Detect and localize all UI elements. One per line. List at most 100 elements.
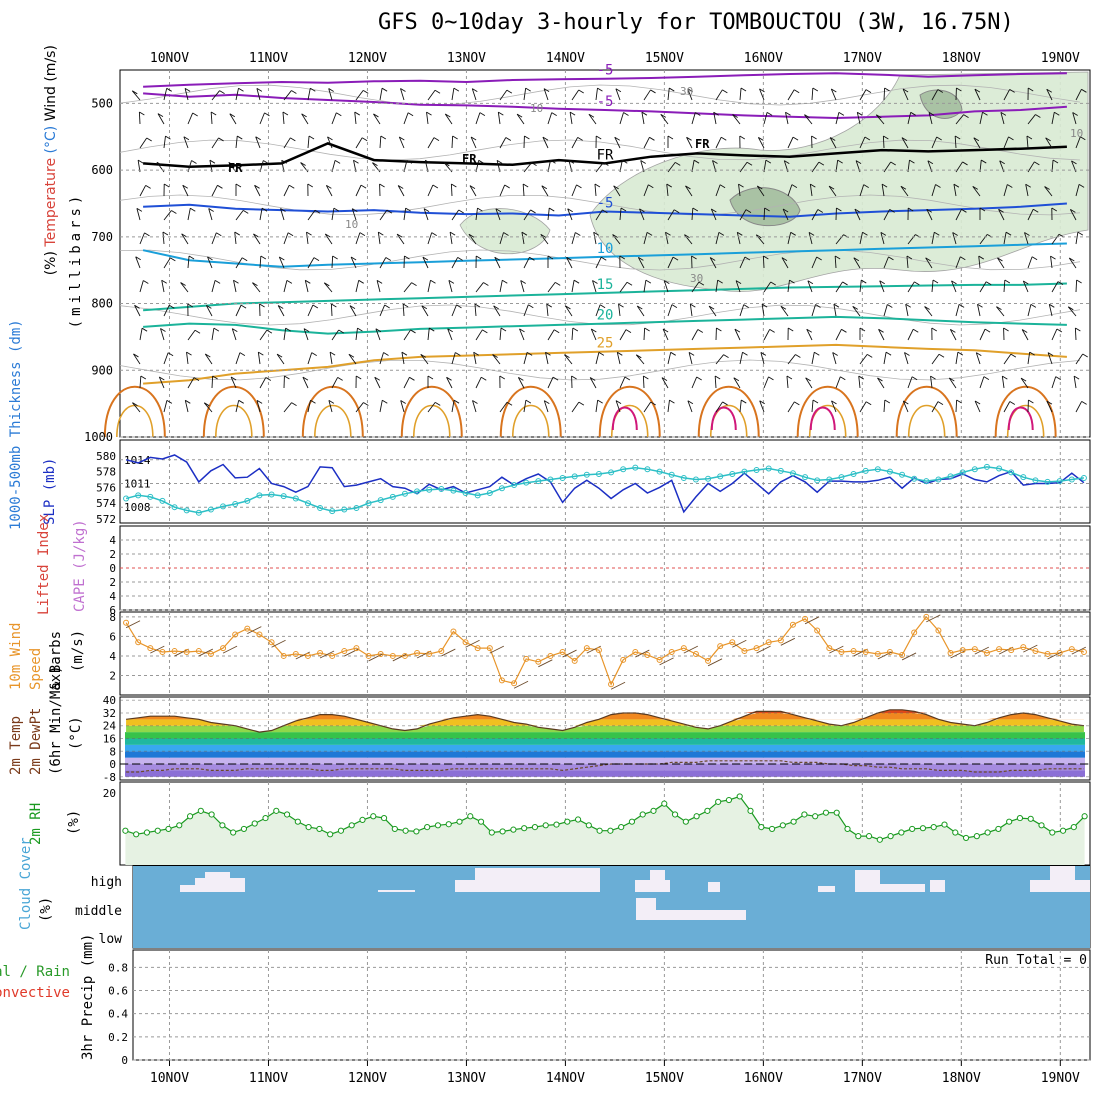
wind-barb xyxy=(595,257,602,269)
wind-barb-flag xyxy=(156,161,163,166)
wind-barb xyxy=(667,400,670,413)
wind-barb-flag xyxy=(855,160,862,165)
wind-barb-flag xyxy=(615,400,622,405)
wind10-point xyxy=(620,656,627,663)
wind10-point xyxy=(729,639,736,646)
wind-barb-flag xyxy=(932,279,939,284)
wind-barb-flag xyxy=(983,376,990,381)
wind-barb-flag xyxy=(357,327,363,332)
wind-barb xyxy=(757,137,765,149)
wind-barb-flag xyxy=(240,304,247,309)
wind-barb xyxy=(131,90,141,101)
cloud-high-block xyxy=(1050,866,1075,892)
wind-barb-flag xyxy=(684,234,690,239)
wind-barb xyxy=(955,304,960,317)
wind-barb xyxy=(1003,279,1006,293)
wind-barb-flag xyxy=(907,207,914,212)
wind-barb xyxy=(566,257,573,269)
wind-barb xyxy=(187,208,191,221)
rh2m-point xyxy=(531,824,539,831)
wind-barb-flag xyxy=(311,352,317,356)
wind-barb-flag xyxy=(578,89,584,94)
wind-barb-flag xyxy=(137,159,144,164)
wind-barb xyxy=(379,257,387,269)
wind-barb-flag xyxy=(911,376,918,381)
wind10-barb xyxy=(829,645,844,654)
wind-barb-flag xyxy=(258,351,264,356)
thickness-point xyxy=(838,474,845,481)
wind-barb-flag xyxy=(672,256,679,261)
wind-barb-flag xyxy=(666,183,672,188)
rh2m-point xyxy=(715,798,722,805)
ylabel-part: (%) xyxy=(43,247,59,276)
wind-barb-flag xyxy=(956,399,962,404)
wind-barb-flag xyxy=(936,136,942,141)
wind-barb xyxy=(780,306,789,317)
wind-barb-flag xyxy=(279,256,285,261)
thickness-point xyxy=(511,482,518,489)
wind-barb-flag xyxy=(812,399,819,404)
wind-barb-flag xyxy=(602,209,608,214)
wind-barb-flag xyxy=(951,280,957,285)
ytick-temp: 40 xyxy=(103,694,116,707)
wind-barb xyxy=(523,88,527,101)
isotherm-surface-lobe xyxy=(202,385,265,438)
temp-band-top xyxy=(126,725,1084,733)
wind-barb xyxy=(1068,257,1077,269)
wind-barb xyxy=(831,400,837,413)
wind-barb-flag xyxy=(1020,377,1027,382)
wind-barb xyxy=(883,352,887,365)
wind-barb-flag xyxy=(171,210,177,214)
wind-barb xyxy=(979,376,985,389)
wind-barb-flag xyxy=(765,159,772,164)
ytick-lifted-index: 0 xyxy=(109,562,116,575)
wind-barb xyxy=(949,329,957,341)
wind-barb xyxy=(663,280,669,293)
wind10-barb xyxy=(804,616,820,625)
wind-barb xyxy=(1024,232,1029,245)
wind-barb-flag xyxy=(903,400,909,405)
wind-barb xyxy=(449,232,453,245)
wind-barb-flag xyxy=(301,113,307,118)
wind-barb-flag xyxy=(420,354,427,358)
wind-barb xyxy=(211,280,216,293)
wind-barb-flag xyxy=(136,208,143,212)
wind-barb xyxy=(379,352,384,365)
wind-barb xyxy=(709,257,717,269)
wind-barb xyxy=(403,208,407,221)
wind10-barb xyxy=(392,653,408,662)
wind-barb xyxy=(571,232,576,245)
wind-barb xyxy=(835,281,843,293)
wind-barb xyxy=(811,161,820,173)
wind-barb-flag xyxy=(1009,401,1016,405)
wind-barb-flag xyxy=(832,352,838,356)
wind-barb-flag xyxy=(1082,353,1088,358)
wind-barb-flag xyxy=(859,327,866,332)
wind-barb xyxy=(1027,161,1035,173)
wind-barb-flag xyxy=(884,399,891,404)
wind-barb-flag xyxy=(686,136,692,141)
wind-barb-flag xyxy=(308,135,315,140)
thickness-point xyxy=(765,465,772,472)
wind-barb-flag xyxy=(328,400,335,404)
wind-barb xyxy=(979,234,988,245)
isotherm-surface-lobe xyxy=(314,404,352,438)
thickness-point xyxy=(705,475,712,482)
rh2m-point xyxy=(995,825,1002,833)
wind-barb xyxy=(1075,353,1084,365)
wind-barb xyxy=(1020,377,1029,389)
wind-barb xyxy=(277,305,285,317)
thickness-point xyxy=(571,473,578,480)
wind-barb-flag xyxy=(238,399,244,404)
wind-barb xyxy=(565,305,573,317)
wind10-point xyxy=(474,645,481,652)
wind-barb-flag xyxy=(160,328,166,332)
wind-barb-flag xyxy=(324,282,330,287)
wind-barb xyxy=(211,137,219,149)
wind-barb-flag xyxy=(881,183,888,188)
rh2m-point xyxy=(779,822,786,829)
wind-barb-flag xyxy=(885,351,892,356)
wind-barb-flag xyxy=(1010,353,1017,358)
wind-barb xyxy=(324,233,333,245)
